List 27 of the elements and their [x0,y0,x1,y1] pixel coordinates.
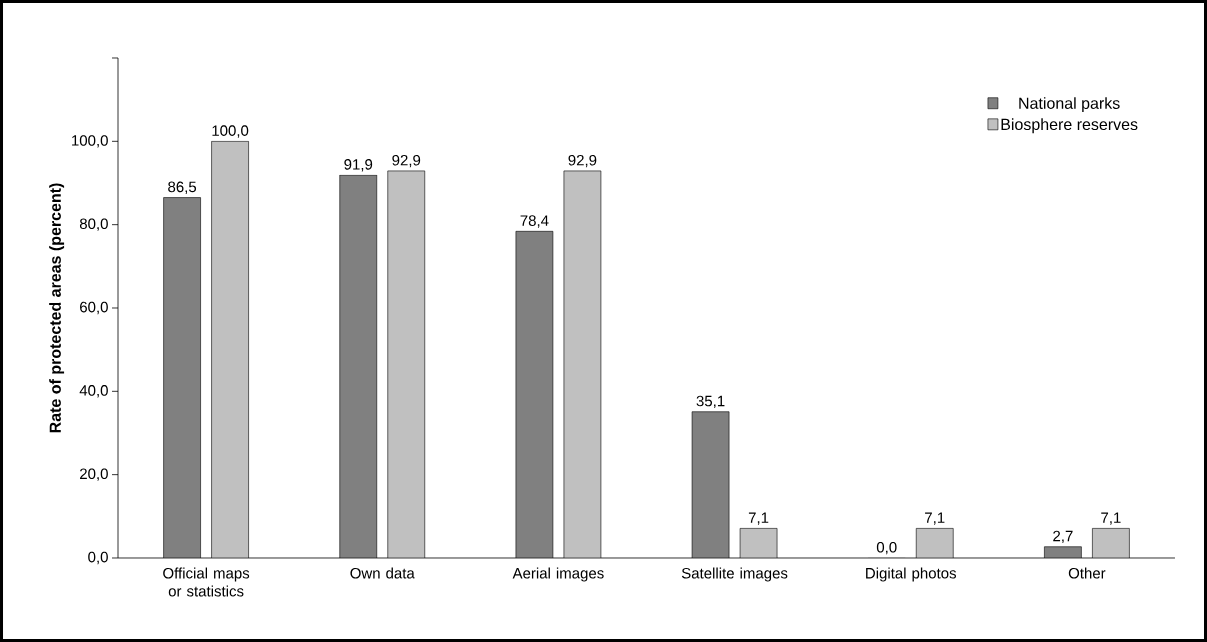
y-tick-label: 20,0 [80,468,108,481]
data-label: 35,1 [696,395,725,409]
x-tick-label: Official maps or statistics [163,567,250,597]
data-label: 2,7 [1053,530,1073,544]
y-axis-title: Rate of protected areas (percent) [49,183,65,433]
y-tick-label: 40,0 [79,385,108,398]
data-label: 92,9 [568,154,597,168]
data-label: 78,4 [520,215,549,228]
y-tick-label: 60,0 [80,301,108,315]
y-tick-label: 100,0 [72,135,108,148]
data-label: 86,5 [168,181,197,194]
x-tick-label: Other [1068,567,1106,579]
data-label: 92,9 [392,154,421,168]
x-tick-label: Own data [350,567,415,579]
x-tick-label: Digital photos [866,567,957,582]
x-tick-label: Satellite images [681,567,788,582]
data-label: 7,1 [925,512,945,525]
y-tick-label: 80,0 [79,218,108,231]
data-label: 91,9 [344,159,373,172]
legend-label: National parks [1019,97,1120,113]
data-label: 7,1 [1101,512,1121,525]
data-label: 100,0 [212,125,249,138]
y-tick-label: 0,0 [88,551,108,565]
x-tick-label: Aerial images [512,567,604,582]
data-label: 0,0 [876,541,897,555]
legend-label: Biosphere reserves [1001,118,1138,134]
data-label: 7,1 [748,512,769,525]
